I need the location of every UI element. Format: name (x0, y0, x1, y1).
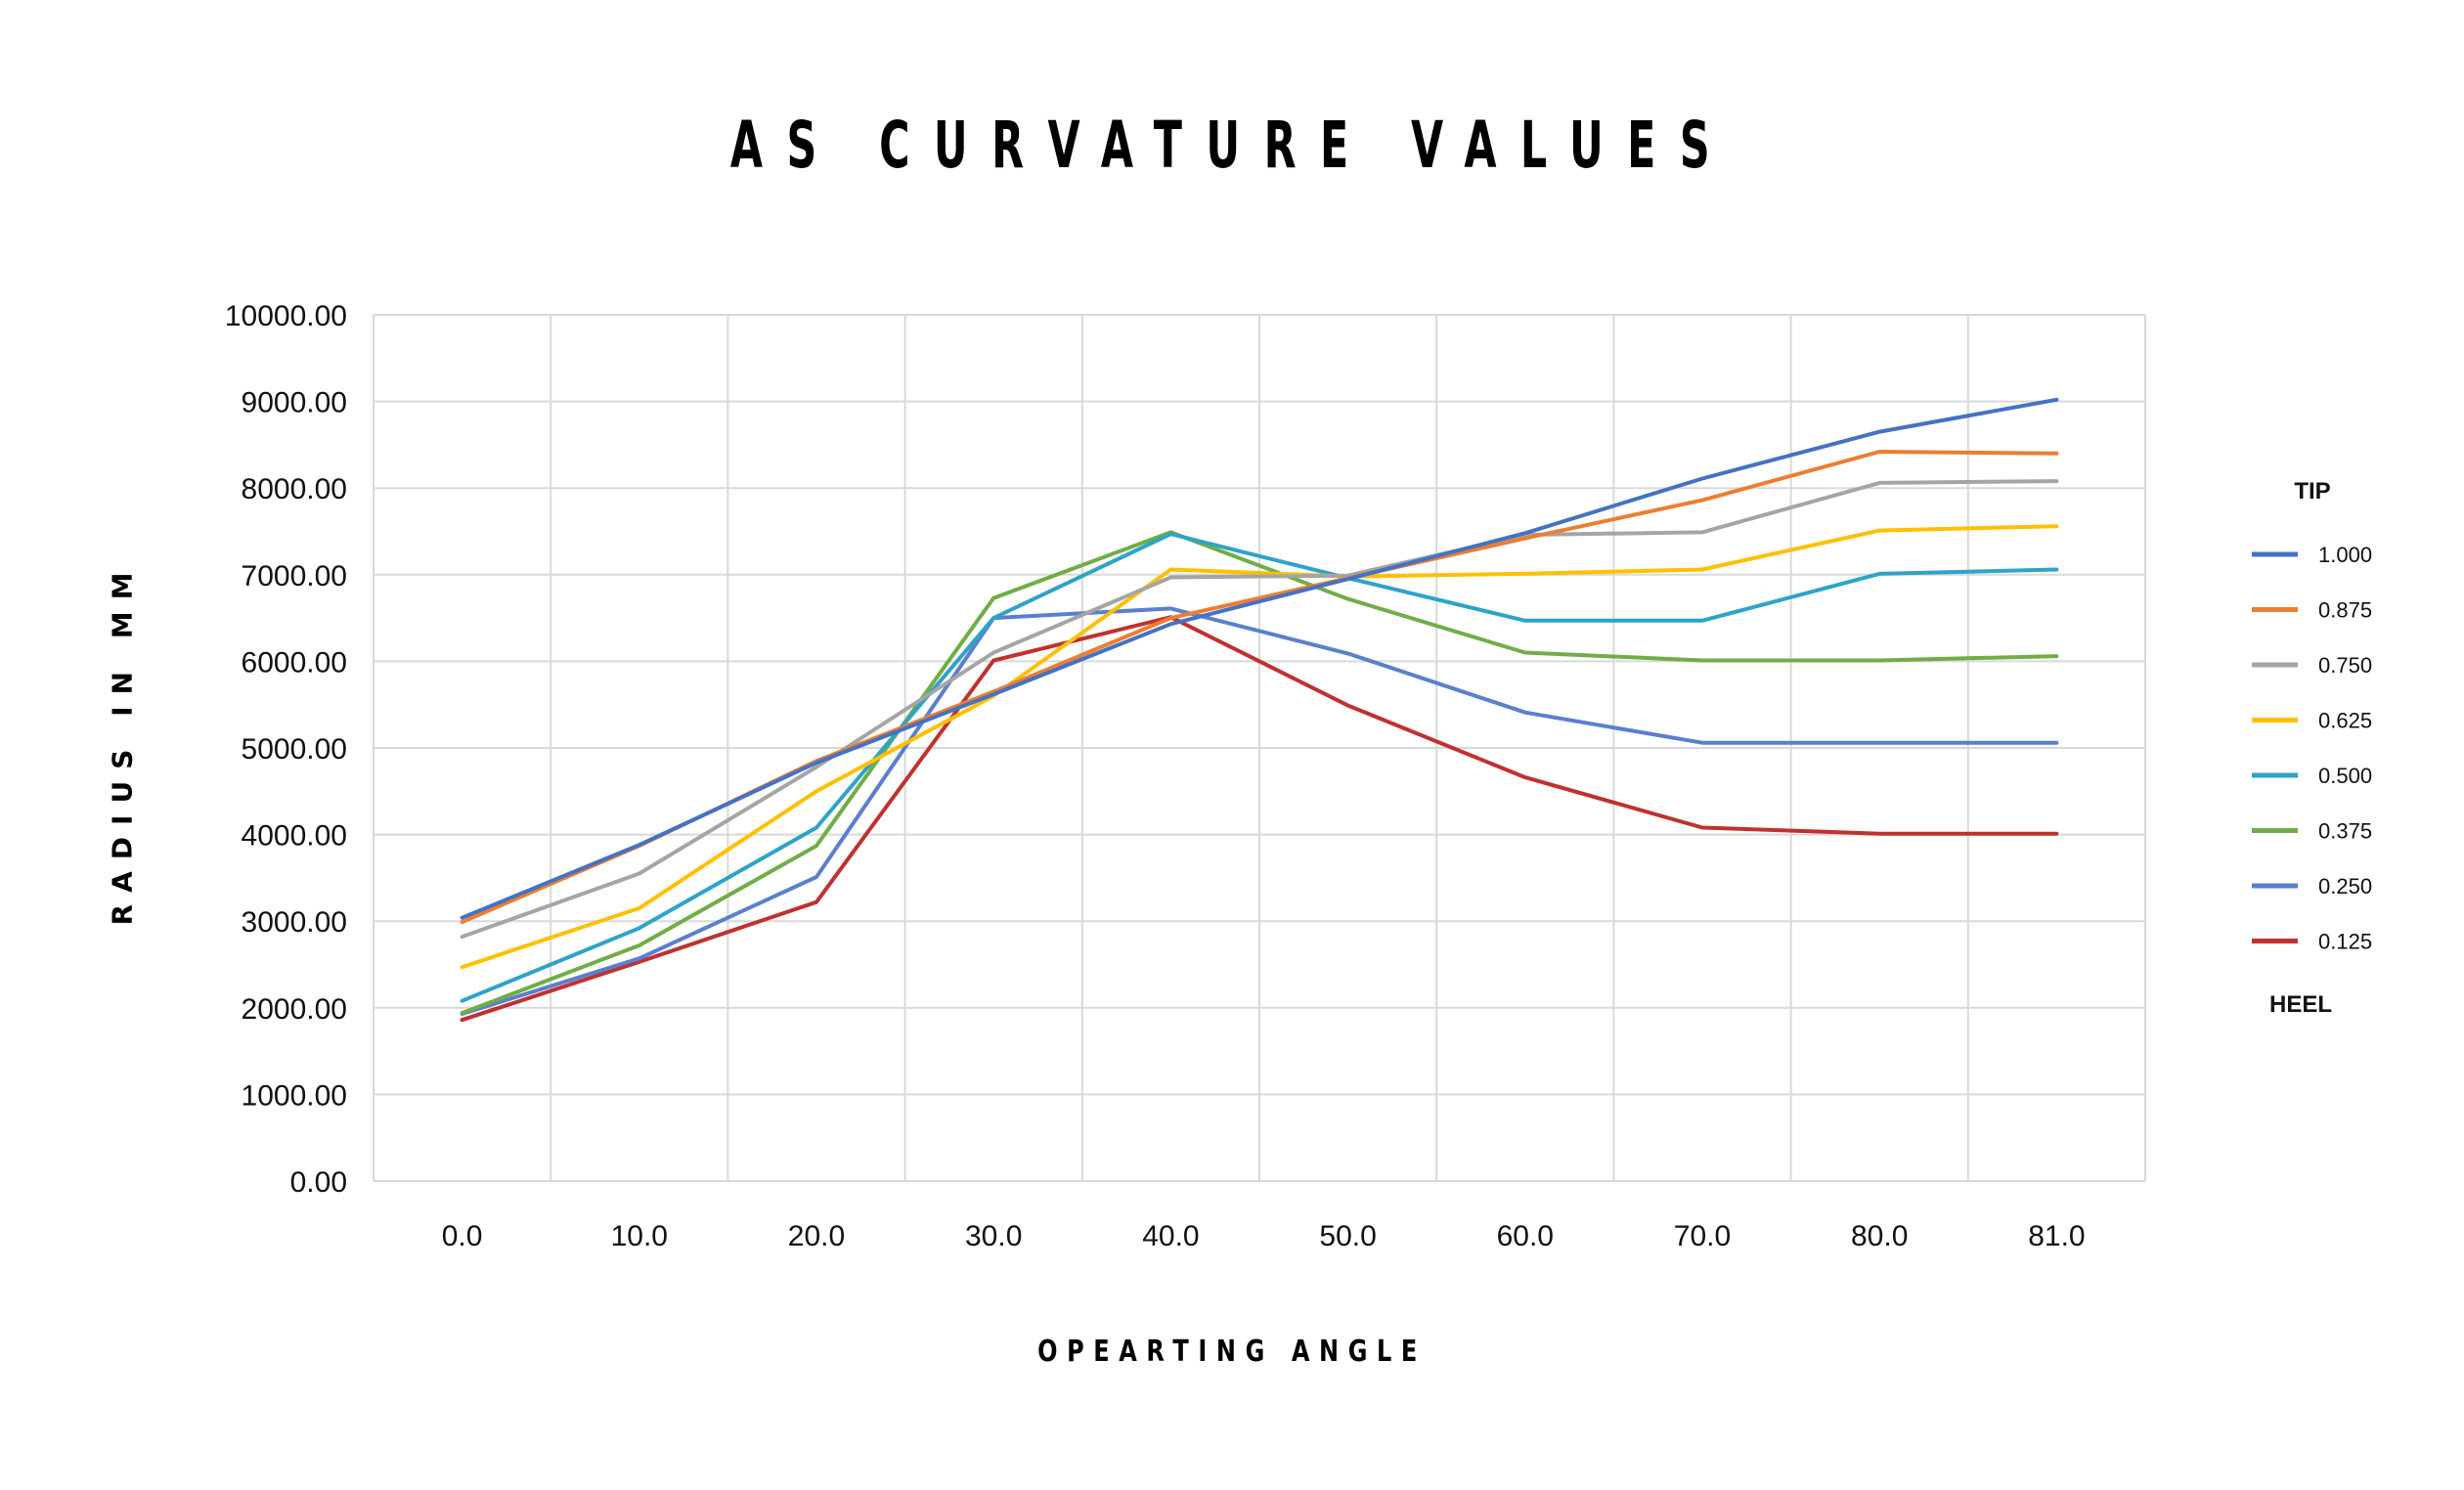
x-tick-label: 60.0 (1497, 1220, 1554, 1252)
y-tick-label: 5000.00 (242, 733, 347, 766)
x-tick-label: 50.0 (1319, 1220, 1376, 1252)
x-tick-label: 20.0 (788, 1220, 845, 1252)
x-tick-label: 81.0 (2028, 1220, 2085, 1252)
y-tick-label: 4000.00 (242, 820, 347, 853)
series-line-0.125 (460, 615, 2059, 1023)
y-tick-label: 1000.00 (242, 1079, 347, 1112)
legend-entry-label: 0.875 (2318, 598, 2372, 623)
series-line-0.250 (460, 606, 2059, 1016)
grid (373, 314, 2146, 1182)
y-tick-label: 3000.00 (242, 906, 347, 939)
y-tick-label: 2000.00 (242, 993, 347, 1026)
series-line-0.750 (460, 479, 2059, 940)
legend-entry-label: 0.500 (2318, 764, 2372, 788)
legend-entry-label: 1.000 (2318, 543, 2372, 567)
chart-title: AS CURVATURE VALUES (729, 108, 1735, 183)
y-tick-label: 7000.00 (242, 560, 347, 592)
x-tick-label: 70.0 (1674, 1220, 1731, 1252)
series-line-0.625 (460, 524, 2059, 970)
series-line-0.500 (460, 532, 2059, 1003)
x-axis-label: OPEARTING ANGLE (1037, 1335, 1427, 1369)
legend-entry-label: 0.375 (2318, 819, 2372, 844)
x-tick-label: 0.0 (442, 1220, 483, 1252)
series-line-0.375 (460, 530, 2059, 1016)
x-axis-ticks: 0.0 10.0 20.0 30.0 40.0 50.0 60.0 70.0 80.0 81.0 (442, 1220, 2086, 1252)
y-tick-label: 9000.00 (242, 387, 347, 419)
y-tick-label: 10000.00 (225, 300, 347, 332)
series-line-1.000 (460, 397, 2059, 920)
x-tick-label: 40.0 (1142, 1220, 1199, 1252)
legend-entry-label: 0.750 (2318, 653, 2372, 678)
x-tick-label: 10.0 (611, 1220, 668, 1252)
x-tick-label: 80.0 (1851, 1220, 1908, 1252)
legend-entry-label: 0.625 (2318, 709, 2372, 733)
legend-bottom-label: HEEL (2269, 991, 2332, 1018)
y-tick-label: 0.00 (290, 1166, 347, 1199)
legend-entry-label: 0.250 (2318, 874, 2372, 898)
y-axis-ticks: 0.00 1000.00 2000.00 3000.00 4000.00 5000.00 6… (225, 300, 347, 1199)
legend: TIP 1.000 0.875 0.750 0.625 0.500 0.375 0.250 0.… (2252, 478, 2372, 1018)
series-lines (460, 397, 2059, 1023)
legend-entry-label: 0.125 (2318, 930, 2372, 954)
y-tick-label: 6000.00 (242, 646, 347, 679)
x-tick-label: 30.0 (965, 1220, 1022, 1252)
legend-top-label: TIP (2294, 478, 2330, 504)
y-tick-label: 8000.00 (242, 473, 347, 505)
